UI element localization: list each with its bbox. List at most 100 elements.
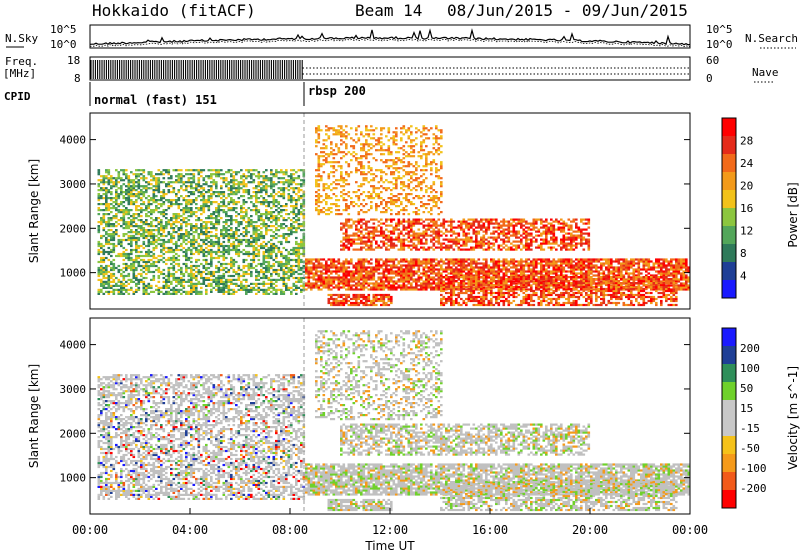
power-cell: [277, 219, 281, 222]
power-cell: [197, 264, 201, 268]
power-cell: [610, 284, 613, 287]
power-cell: [252, 169, 256, 172]
power-cell: [240, 274, 243, 278]
power-cell: [270, 211, 273, 214]
power-cell: [452, 262, 456, 265]
power-cell: [180, 244, 183, 248]
power-cell: [202, 211, 206, 214]
power-cell: [117, 252, 121, 256]
power-cell: [122, 250, 126, 254]
power-cell: [402, 264, 406, 267]
power-cell: [622, 260, 626, 263]
power-cell: [232, 191, 236, 194]
power-cell: [197, 250, 201, 254]
power-cell: [485, 258, 488, 261]
power-cell: [685, 274, 688, 277]
power-cell: [127, 195, 131, 198]
power-cell: [220, 250, 223, 254]
power-cell: [217, 238, 221, 242]
power-cell: [402, 268, 406, 271]
power-cell: [677, 270, 681, 273]
power-cell: [255, 229, 258, 232]
power-cell: [222, 225, 226, 228]
power-cell: [365, 278, 368, 281]
power-cell: [212, 286, 216, 289]
power-cell: [142, 223, 146, 226]
power-cell: [307, 282, 311, 285]
power-cell: [360, 260, 363, 263]
power-cell: [130, 179, 133, 182]
power-cell: [622, 266, 626, 269]
power-cell: [187, 284, 191, 287]
power-cell: [132, 185, 136, 188]
power-cell: [175, 262, 178, 266]
power-cell: [197, 242, 201, 246]
power-cell: [365, 276, 368, 279]
power-cell: [105, 286, 108, 289]
power-cell: [140, 227, 143, 230]
power-cell: [597, 270, 601, 273]
power-cell: [312, 266, 316, 269]
power-cell: [107, 225, 111, 228]
power-cell: [510, 272, 513, 275]
power-cell: [300, 225, 303, 228]
power-cell: [107, 280, 111, 283]
power-cell: [302, 270, 306, 274]
power-cell: [277, 181, 281, 184]
power-cell: [152, 246, 156, 250]
power-cell: [490, 260, 493, 263]
power-cell: [165, 280, 168, 283]
power-cell: [137, 175, 141, 178]
power-cell: [390, 260, 393, 263]
power-cell: [117, 278, 121, 281]
power-cell: [585, 266, 588, 269]
power-cell: [605, 274, 608, 277]
power-cell: [322, 284, 326, 287]
power-cell: [150, 199, 153, 202]
power-cell: [125, 248, 128, 252]
power-cell: [142, 292, 146, 295]
power-cell: [277, 288, 281, 291]
power-cell: [122, 201, 126, 204]
power-cell: [407, 282, 411, 285]
power-cell: [295, 187, 298, 190]
power-cell: [237, 181, 241, 184]
power-cell: [265, 260, 268, 264]
power-cell: [177, 229, 181, 232]
power-cell: [97, 183, 101, 186]
power-cell: [347, 280, 351, 283]
power-cell: [135, 288, 138, 291]
power-cell: [682, 262, 686, 265]
power-cell: [537, 270, 541, 273]
power-cell: [645, 268, 648, 271]
power-cell: [510, 262, 513, 265]
power-cell: [282, 171, 286, 174]
power-cell: [395, 264, 398, 267]
power-cell: [107, 209, 111, 212]
power-cell: [280, 242, 283, 246]
power-cell: [262, 201, 266, 204]
power-cell: [632, 272, 636, 275]
power-cell: [145, 191, 148, 194]
power-cell: [335, 268, 338, 271]
power-cell: [170, 225, 173, 228]
power-cell: [120, 288, 123, 291]
power-cell: [285, 240, 288, 244]
power-cell: [362, 288, 366, 291]
power-cell: [182, 278, 186, 281]
power-cell: [640, 258, 643, 261]
power-cell: [202, 207, 206, 210]
power-cell: [120, 177, 123, 180]
power-cell: [635, 268, 638, 271]
power-cell: [245, 286, 248, 289]
power-cell: [175, 256, 178, 260]
power-cell: [260, 276, 263, 280]
power-cell: [130, 185, 133, 188]
power-cell: [542, 280, 546, 283]
power-cell: [615, 274, 618, 277]
power-cell: [675, 274, 678, 277]
power-cell: [157, 173, 161, 176]
power-cell: [212, 272, 216, 276]
power-cell: [137, 288, 141, 291]
power-cell: [167, 292, 171, 295]
